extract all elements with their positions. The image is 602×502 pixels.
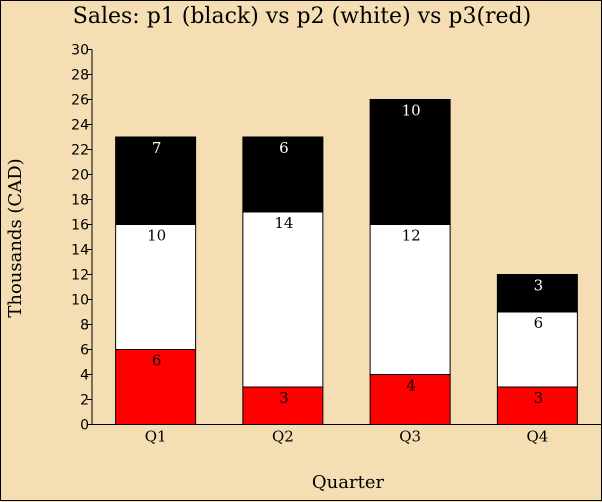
bar-segment-p2-q1 [115, 224, 197, 350]
x-tick-label-q1: Q1 [145, 428, 167, 446]
bar-segment-p1-q1 [115, 136, 197, 225]
bar-segment-p2-q2 [242, 211, 324, 388]
y-axis-label: Thousands (CAD) [5, 158, 26, 317]
data-label-p1-q2: 6 [279, 139, 289, 157]
x-tick-label-q4: Q4 [526, 428, 548, 446]
y-tick-label-2: 2 [80, 393, 89, 409]
data-label-p2-q1: 10 [147, 227, 166, 245]
y-tick-label-12: 12 [71, 268, 89, 284]
bar-segment-p2-q3 [369, 224, 451, 375]
chart-title: Sales: p1 (black) vs p2 (white) vs p3(re… [73, 4, 531, 29]
y-tick-label-16: 16 [71, 218, 89, 234]
x-tick-label-q3: Q3 [399, 428, 421, 446]
data-label-p3-q1: 6 [152, 352, 162, 370]
y-tick-label-22: 22 [71, 143, 89, 159]
y-tick-label-8: 8 [80, 318, 89, 334]
data-label-p3-q2: 3 [279, 389, 289, 407]
bar-segment-p1-q2 [242, 136, 324, 213]
y-tick-label-20: 20 [71, 168, 89, 184]
y-tick-label-0: 0 [80, 418, 89, 434]
plot-area: 6107Q13146Q241210Q3363Q40246810121416182… [71, 43, 601, 446]
bar-segment-p3-q3 [369, 374, 451, 425]
data-label-p2-q2: 14 [274, 214, 293, 232]
data-label-p2-q3: 12 [402, 227, 421, 245]
y-tick-label-30: 30 [71, 43, 89, 59]
y-tick-label-10: 10 [71, 293, 89, 309]
y-tick-label-28: 28 [71, 68, 89, 84]
y-tick-label-14: 14 [71, 243, 89, 259]
data-label-p1-q3: 10 [402, 102, 421, 120]
x-tick-label-q2: Q2 [272, 428, 294, 446]
data-label-p3-q3: 4 [406, 377, 416, 395]
data-label-p1-q1: 7 [152, 139, 162, 157]
bar-segment-p1-q3 [369, 99, 451, 225]
x-axis-label: Quarter [312, 472, 385, 493]
bar-segment-p3-q2 [242, 386, 324, 425]
y-tick-label-18: 18 [71, 193, 89, 209]
data-label-p3-q4: 3 [534, 389, 544, 407]
bar-segment-p3-q1 [115, 349, 197, 425]
data-label-p2-q4: 6 [534, 314, 544, 332]
y-tick-label-6: 6 [80, 343, 89, 359]
data-label-p1-q4: 3 [534, 277, 544, 295]
bar-segment-p2-q4 [496, 311, 578, 388]
y-tick-label-24: 24 [71, 118, 89, 134]
y-tick-label-26: 26 [71, 93, 89, 109]
bar-segment-p1-q4 [496, 274, 578, 313]
bar-segment-p3-q4 [496, 386, 578, 425]
y-tick-label-4: 4 [80, 368, 89, 384]
